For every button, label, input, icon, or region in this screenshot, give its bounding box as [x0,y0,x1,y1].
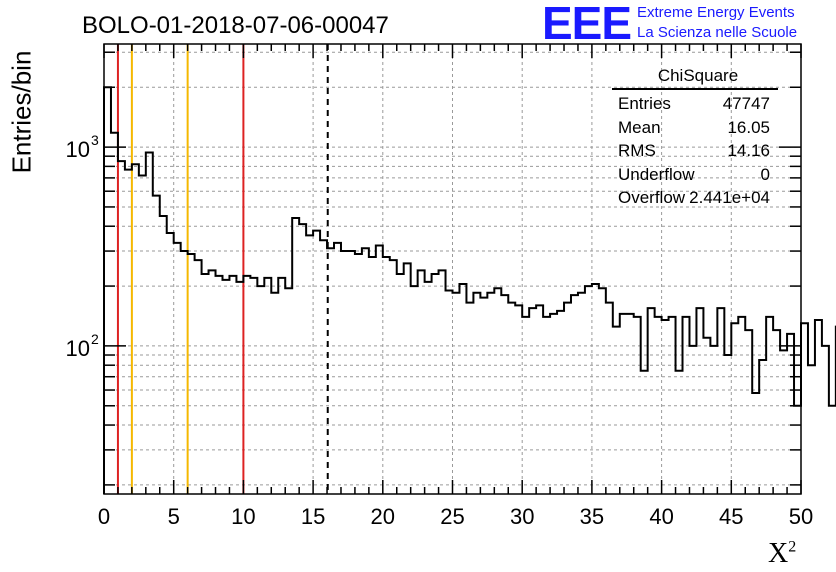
x-tick-label: 10 [231,504,255,529]
stats-box: ChiSquare Entries 47747 Mean 16.05 RMS 14.1… [612,66,778,210]
x-tick-label: 25 [440,504,464,529]
x-tick-label: 45 [719,504,743,529]
logo-line1: Extreme Energy Events [637,4,795,21]
stats-row-mean: Mean 16.05 [612,116,778,140]
stats-row-overflow: Overflow 2.441e+04 [612,186,778,210]
y-tick-exponent: 2 [91,331,99,347]
eee-logo: EEE [542,0,631,46]
plot-title: BOLO-01-2018-07-06-00047 [82,12,389,40]
y-tick-label: 10 [66,336,90,361]
stats-row-entries: Entries 47747 [612,92,778,116]
y-tick-label: 10 [66,137,90,162]
stats-title: ChiSquare [612,66,778,86]
x-tick-label: 50 [789,504,813,529]
x-tick-label: 0 [98,504,110,529]
logo-line2: La Scienza nelle Scuole [637,24,797,41]
cut-lines [118,44,328,494]
stats-row-underflow: Underflow 0 [612,163,778,187]
x-tick-label: 20 [371,504,395,529]
stats-row-rms: RMS 14.16 [612,139,778,163]
x-tick-label: 15 [301,504,325,529]
x-tick-label: 35 [580,504,604,529]
x-tick-label: 5 [168,504,180,529]
y-tick-exponent: 3 [91,132,99,148]
stats-divider [612,88,778,90]
x-axis-label: X2 [768,538,796,570]
x-tick-label: 30 [510,504,534,529]
y-axis-label: Entries/bin [7,51,38,174]
x-tick-label: 40 [649,504,673,529]
